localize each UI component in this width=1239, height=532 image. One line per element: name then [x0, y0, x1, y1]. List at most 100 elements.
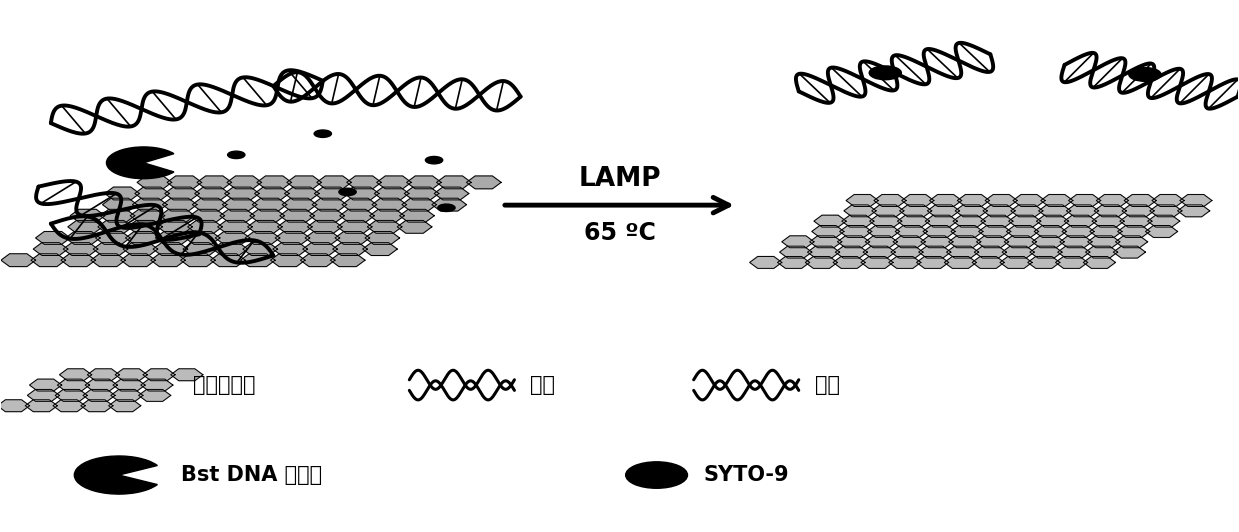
Polygon shape: [61, 254, 95, 267]
Polygon shape: [245, 231, 280, 244]
Polygon shape: [278, 220, 312, 233]
Polygon shape: [27, 389, 59, 401]
Polygon shape: [155, 231, 190, 244]
Polygon shape: [840, 226, 872, 237]
Polygon shape: [366, 231, 399, 244]
Polygon shape: [139, 389, 171, 401]
Polygon shape: [190, 209, 224, 222]
Polygon shape: [103, 198, 138, 211]
Polygon shape: [1027, 256, 1059, 268]
Polygon shape: [56, 389, 87, 401]
Polygon shape: [867, 226, 900, 237]
Polygon shape: [953, 215, 985, 227]
Polygon shape: [949, 236, 981, 248]
Polygon shape: [369, 209, 404, 222]
Polygon shape: [1092, 215, 1124, 227]
Polygon shape: [273, 243, 307, 255]
Polygon shape: [979, 226, 1011, 237]
Polygon shape: [779, 246, 812, 258]
Polygon shape: [1006, 226, 1038, 237]
Polygon shape: [286, 176, 321, 189]
Polygon shape: [947, 246, 979, 258]
Polygon shape: [197, 176, 232, 189]
Polygon shape: [1005, 236, 1036, 248]
Polygon shape: [0, 400, 30, 412]
Polygon shape: [125, 231, 160, 244]
Polygon shape: [213, 243, 248, 255]
Polygon shape: [1115, 236, 1147, 248]
Polygon shape: [280, 209, 315, 222]
Polygon shape: [53, 400, 85, 412]
Polygon shape: [165, 187, 199, 200]
Text: LAMP: LAMP: [579, 165, 660, 192]
Polygon shape: [1097, 195, 1129, 206]
Polygon shape: [25, 400, 57, 412]
Polygon shape: [1041, 195, 1073, 206]
Polygon shape: [130, 209, 165, 222]
Polygon shape: [312, 198, 347, 211]
Polygon shape: [1032, 236, 1064, 248]
Polygon shape: [846, 195, 878, 206]
Polygon shape: [1120, 215, 1152, 227]
Polygon shape: [835, 246, 867, 258]
Polygon shape: [167, 176, 202, 189]
Polygon shape: [109, 400, 141, 412]
Polygon shape: [315, 187, 349, 200]
Polygon shape: [844, 205, 876, 217]
Polygon shape: [958, 195, 990, 206]
Polygon shape: [307, 220, 342, 233]
Polygon shape: [160, 209, 195, 222]
Polygon shape: [897, 215, 929, 227]
Polygon shape: [861, 256, 893, 268]
Polygon shape: [344, 187, 379, 200]
Polygon shape: [812, 226, 844, 237]
Polygon shape: [187, 220, 222, 233]
Polygon shape: [1058, 246, 1090, 258]
Polygon shape: [1094, 205, 1126, 217]
Polygon shape: [432, 198, 466, 211]
Polygon shape: [833, 256, 865, 268]
Polygon shape: [90, 254, 125, 267]
Polygon shape: [211, 254, 245, 267]
Polygon shape: [1123, 205, 1154, 217]
Polygon shape: [1067, 205, 1099, 217]
Polygon shape: [347, 176, 382, 189]
Polygon shape: [374, 187, 409, 200]
Polygon shape: [224, 187, 259, 200]
Polygon shape: [83, 389, 115, 401]
Text: Bst DNA 聚合酶: Bst DNA 聚合酶: [181, 465, 322, 485]
Polygon shape: [333, 243, 367, 255]
Polygon shape: [1180, 195, 1212, 206]
Polygon shape: [282, 198, 317, 211]
Circle shape: [626, 462, 688, 488]
Polygon shape: [985, 195, 1017, 206]
Polygon shape: [342, 198, 377, 211]
Polygon shape: [253, 198, 286, 211]
Polygon shape: [195, 187, 229, 200]
Polygon shape: [750, 256, 782, 268]
Polygon shape: [372, 198, 406, 211]
Polygon shape: [339, 209, 374, 222]
Polygon shape: [1152, 195, 1184, 206]
Circle shape: [437, 204, 455, 212]
Polygon shape: [1145, 226, 1177, 237]
Polygon shape: [1118, 226, 1150, 237]
Circle shape: [870, 66, 901, 80]
Polygon shape: [275, 231, 310, 244]
Polygon shape: [33, 243, 68, 255]
Polygon shape: [1124, 195, 1156, 206]
Polygon shape: [218, 220, 253, 233]
Polygon shape: [809, 236, 841, 248]
Text: 引物: 引物: [815, 375, 840, 395]
Text: 65 ºC: 65 ºC: [584, 221, 655, 245]
Polygon shape: [406, 176, 441, 189]
Polygon shape: [133, 198, 167, 211]
Polygon shape: [404, 187, 439, 200]
Polygon shape: [926, 215, 958, 227]
Polygon shape: [873, 195, 906, 206]
Polygon shape: [838, 236, 870, 248]
Polygon shape: [434, 187, 468, 200]
Wedge shape: [107, 147, 173, 179]
Polygon shape: [183, 243, 218, 255]
Circle shape: [1129, 68, 1161, 81]
